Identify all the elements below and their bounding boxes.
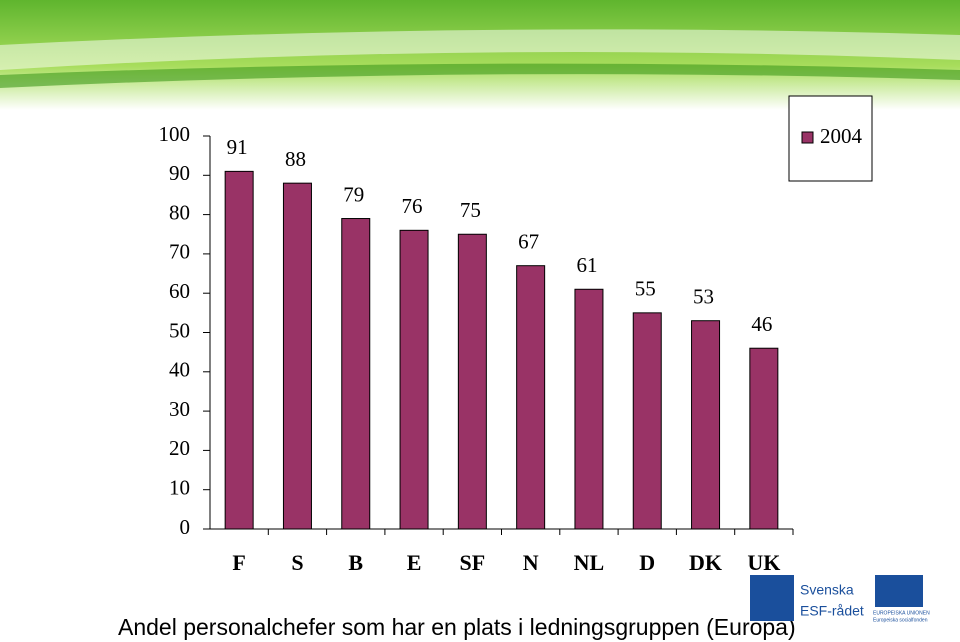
logo-text: Svenska: [800, 582, 854, 598]
y-tick-label: 70: [169, 240, 190, 264]
bar: [749, 347, 779, 530]
esf-logo: Svenska ESF-rådet: [750, 575, 864, 621]
bar: [341, 218, 371, 530]
bar: [457, 233, 487, 530]
y-tick-label: 0: [180, 515, 191, 539]
y-tick-label: 100: [159, 122, 191, 146]
banner: [0, 0, 960, 110]
bar: [574, 288, 604, 530]
x-tick-label: UK: [747, 550, 780, 575]
logo-text: Europeiska socialfonden: [873, 617, 928, 623]
y-tick-label: 90: [169, 161, 190, 185]
value-label: 55: [635, 277, 656, 301]
y-tick-label: 40: [169, 358, 190, 382]
x-tick-label: NL: [574, 550, 605, 575]
bar: [632, 312, 662, 530]
value-label: 75: [460, 198, 481, 222]
x-tick-label: SF: [460, 550, 486, 575]
legend-label: 2004: [820, 124, 863, 148]
logo-text: EUROPEISKA UNIONEN: [873, 610, 930, 616]
value-label: 88: [285, 147, 306, 171]
bar: [282, 182, 312, 530]
y-tick-label: 80: [169, 200, 190, 224]
x-tick-label: D: [639, 550, 655, 575]
x-tick-label: S: [291, 550, 303, 575]
legend-swatch: [801, 131, 814, 144]
value-label: 61: [576, 253, 597, 277]
bar: [224, 170, 254, 530]
x-tick-label: DK: [689, 550, 722, 575]
eu-logo: EUROPEISKA UNIONEN Europeiska socialfond…: [873, 575, 930, 623]
x-tick-label: N: [523, 550, 539, 575]
y-tick-label: 60: [169, 279, 190, 303]
y-tick-label: 50: [169, 318, 190, 342]
value-label: 46: [751, 312, 772, 336]
chart-title: Andel personalchefer som har en plats i …: [118, 614, 796, 640]
y-tick-label: 20: [169, 436, 190, 460]
chart: 0 10 20 30 40 50 60 70 80 90 100 F S B E SF N NL D DK UK 91 88…: [159, 95, 873, 575]
x-tick-label: F: [232, 550, 245, 575]
y-tick-label: 30: [169, 397, 190, 421]
logo-text: ESF-rådet: [800, 603, 864, 619]
value-label: 76: [402, 194, 423, 218]
value-label: 91: [227, 135, 248, 159]
y-tick-label: 10: [169, 476, 190, 500]
x-tick-label: E: [407, 550, 422, 575]
bar: [691, 320, 721, 530]
bar: [399, 229, 429, 530]
value-label: 67: [518, 230, 539, 254]
x-tick-label: B: [348, 550, 363, 575]
value-label: 53: [693, 285, 714, 309]
bar: [516, 265, 546, 530]
value-label: 79: [343, 182, 364, 206]
